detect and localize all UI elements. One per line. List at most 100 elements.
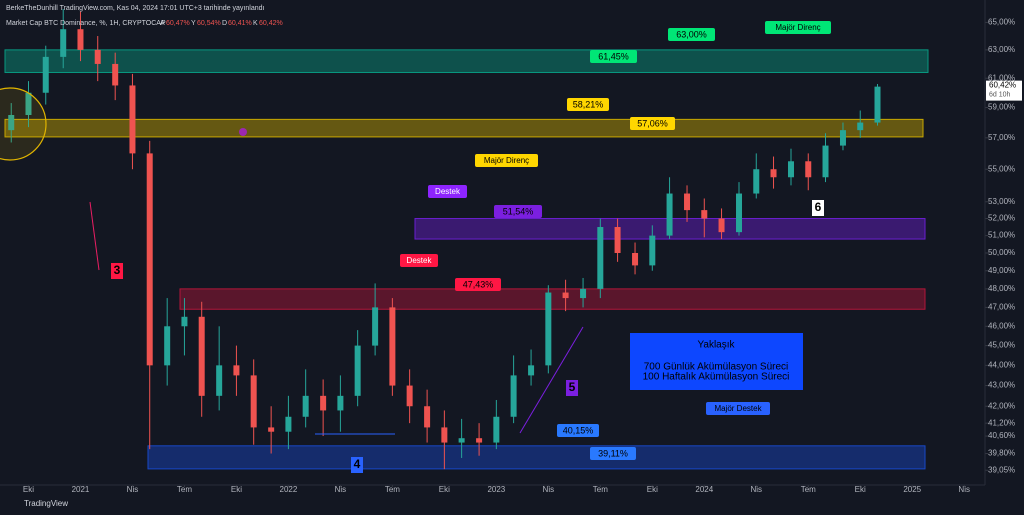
candle-body	[94, 49, 101, 64]
candle-body	[770, 169, 777, 178]
candle-body	[112, 63, 119, 86]
step-box	[566, 380, 578, 396]
x-tick-label: 2024	[695, 485, 713, 494]
annotation-label: 51,54%	[503, 206, 534, 216]
candle-body	[268, 427, 275, 432]
y-tick-label: 39,05%	[988, 465, 1015, 474]
author: BerkeTheDunhill TradingView.com, Kas 04,…	[6, 5, 264, 12]
ohlc-key: K	[253, 20, 258, 27]
x-tick-label: Tem	[801, 485, 816, 494]
annotation: 63,00%	[668, 28, 715, 41]
info-box	[630, 333, 803, 390]
annotation-box	[630, 117, 675, 130]
x-tick-label: 2021	[72, 485, 90, 494]
candle-body	[42, 56, 49, 93]
y-tick-label: 43,00%	[988, 381, 1015, 390]
candle-body	[77, 29, 84, 50]
x-tick-label: Eki	[439, 485, 450, 494]
annotation-box	[400, 254, 438, 267]
candle-body	[822, 145, 829, 178]
y-tick-label: 42,00%	[988, 401, 1015, 410]
candle-body	[406, 385, 413, 407]
candle-body	[146, 153, 153, 366]
y-tick-label: 52,00%	[988, 214, 1015, 223]
zone	[147, 445, 926, 470]
candle-body	[476, 438, 483, 443]
ohlc-key: A	[160, 20, 165, 27]
annotation: 47,43%	[455, 278, 501, 291]
y-tick-label: 53,00%	[988, 197, 1015, 206]
info-text: 100 Haftalık Akümülasyon Süreci	[643, 372, 790, 383]
annotation-box	[455, 278, 501, 291]
candle-body	[684, 193, 691, 211]
annotation: Majör Direnç	[475, 154, 538, 167]
candle-body	[718, 218, 725, 233]
step-number: 4	[354, 457, 361, 471]
candle-body	[441, 427, 448, 443]
y-tick-label: 57,00%	[988, 133, 1015, 142]
candle-body	[510, 375, 517, 417]
y-tick-label: 41,20%	[988, 418, 1015, 427]
candle-body	[562, 292, 569, 299]
candle-body	[701, 210, 708, 219]
symbol: Market Cap BTC Dominance, %, 1H, CRYPTOC…	[6, 20, 166, 27]
annotation-label: Destek	[407, 256, 433, 265]
annotation-box	[765, 21, 831, 34]
ohlc-value: 60,47%	[166, 20, 190, 27]
candle-body	[597, 227, 604, 289]
candle-body	[354, 345, 361, 396]
y-tick-label: 55,00%	[988, 164, 1015, 173]
ohlc-value: 60,41%	[228, 20, 252, 27]
y-tick-label: 45,00%	[988, 341, 1015, 350]
y-tick-label: 44,00%	[988, 360, 1015, 369]
candle-body	[753, 169, 760, 194]
highlight-circle	[0, 87, 47, 161]
ohlc-key: D	[222, 20, 227, 27]
candle-body	[337, 395, 344, 411]
zone	[4, 49, 929, 73]
annotation-box	[475, 154, 538, 167]
annotation: 39,11%	[590, 447, 636, 460]
candle-body	[389, 307, 396, 386]
y-tick-label: 63,00%	[988, 45, 1015, 54]
ohlc-value: 60,54%	[197, 20, 221, 27]
y-tick-label: 65,00%	[988, 18, 1015, 27]
footer: TradingView	[24, 499, 68, 508]
candle-body	[233, 365, 240, 376]
x-tick-label: Nis	[750, 485, 762, 494]
step-box	[351, 457, 363, 473]
candle-body	[458, 438, 465, 443]
y-tick-label: 51,00%	[988, 231, 1015, 240]
candle-body	[129, 85, 136, 154]
step-box	[812, 200, 824, 216]
y-tick-label: 49,00%	[988, 266, 1015, 275]
candle-body	[372, 307, 379, 346]
annotation: Majör Direnç	[765, 21, 831, 34]
annotation: Majör Destek	[706, 402, 770, 415]
arrow	[519, 326, 584, 434]
countdown: 6d 10h	[989, 91, 1011, 98]
x-tick-label: 2023	[487, 485, 505, 494]
x-tick-label: Tem	[593, 485, 608, 494]
candle-body	[181, 316, 188, 327]
x-tick-label: Eki	[855, 485, 866, 494]
annotation: Destek	[400, 254, 438, 267]
candle-body	[787, 161, 794, 178]
y-tick-label: 46,00%	[988, 321, 1015, 330]
x-tick-label: Nis	[543, 485, 555, 494]
annotation-box	[428, 185, 467, 198]
step-box	[111, 263, 123, 279]
annotation-box	[494, 205, 542, 218]
annotation-label: Majör Destek	[714, 404, 762, 413]
x-tick-label: Nis	[127, 485, 139, 494]
arrow	[89, 201, 100, 271]
x-tick-label: Tem	[177, 485, 192, 494]
annotation-label: 39,11%	[598, 448, 628, 458]
x-tick-label: Tem	[385, 485, 400, 494]
x-tick-label: Nis	[335, 485, 347, 494]
annotation-label: 47,43%	[463, 279, 494, 289]
x-tick-label: 2022	[280, 485, 298, 494]
candle-body	[545, 292, 552, 366]
